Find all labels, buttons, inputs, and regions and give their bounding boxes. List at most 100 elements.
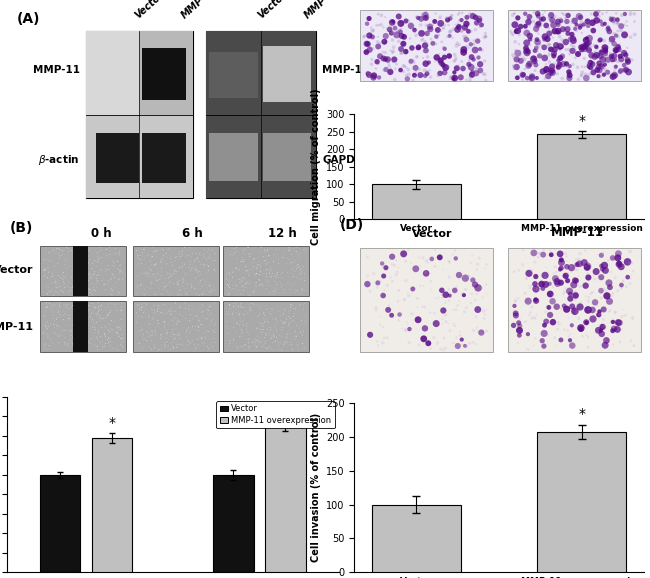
Point bbox=[614, 259, 625, 268]
Point bbox=[261, 262, 271, 272]
Bar bbox=[265, 426, 306, 572]
Point bbox=[232, 321, 242, 331]
Point bbox=[525, 307, 536, 317]
Point bbox=[294, 344, 304, 354]
Point bbox=[534, 42, 544, 51]
Point bbox=[280, 305, 290, 314]
Point bbox=[145, 284, 155, 293]
Point bbox=[99, 280, 110, 289]
Point bbox=[181, 249, 192, 258]
Point bbox=[235, 279, 245, 288]
Point bbox=[292, 286, 302, 295]
Point bbox=[198, 328, 209, 338]
Point bbox=[593, 62, 604, 72]
Point bbox=[75, 245, 85, 254]
Point bbox=[404, 74, 414, 83]
Point bbox=[558, 25, 568, 34]
Point bbox=[173, 254, 183, 264]
Point bbox=[540, 307, 551, 317]
Point bbox=[48, 271, 58, 280]
Point bbox=[45, 345, 55, 354]
Point bbox=[136, 277, 147, 286]
Point bbox=[243, 269, 254, 279]
Point bbox=[272, 319, 282, 328]
Point bbox=[284, 255, 294, 265]
Point bbox=[567, 321, 577, 330]
Point bbox=[178, 277, 188, 287]
Point bbox=[176, 247, 187, 257]
Point bbox=[455, 327, 465, 336]
Point bbox=[40, 312, 50, 321]
Point bbox=[112, 342, 122, 351]
Point bbox=[208, 326, 218, 335]
Point bbox=[439, 44, 450, 53]
Point bbox=[474, 45, 485, 54]
Point bbox=[159, 285, 169, 294]
Point bbox=[107, 286, 118, 295]
Point bbox=[283, 312, 294, 321]
Point bbox=[241, 319, 252, 328]
Point bbox=[518, 246, 528, 255]
Point bbox=[608, 281, 618, 291]
Point bbox=[96, 301, 107, 310]
Point bbox=[280, 250, 291, 259]
Point bbox=[225, 337, 235, 346]
Point bbox=[299, 269, 309, 279]
Point bbox=[116, 324, 126, 334]
Point bbox=[100, 258, 110, 267]
Point bbox=[148, 247, 158, 256]
Point bbox=[440, 69, 450, 78]
Point bbox=[174, 289, 185, 298]
Point bbox=[616, 66, 626, 75]
Point bbox=[40, 338, 51, 347]
Point bbox=[73, 307, 83, 316]
Text: Vector: Vector bbox=[133, 0, 166, 21]
Point bbox=[200, 262, 210, 271]
Point bbox=[515, 51, 525, 60]
Point bbox=[189, 284, 200, 294]
Point bbox=[52, 266, 62, 276]
Point bbox=[285, 264, 296, 273]
Point bbox=[41, 322, 51, 331]
Point bbox=[79, 331, 90, 340]
Point bbox=[209, 286, 219, 295]
Point bbox=[238, 257, 248, 266]
Point bbox=[140, 327, 150, 336]
Point bbox=[421, 10, 431, 20]
Point bbox=[42, 289, 53, 298]
Point bbox=[290, 266, 300, 276]
Point bbox=[168, 313, 178, 323]
Point bbox=[110, 299, 120, 309]
Point bbox=[267, 269, 278, 278]
Point bbox=[276, 316, 286, 325]
Point bbox=[431, 18, 441, 28]
Point bbox=[152, 264, 162, 273]
Point bbox=[545, 310, 555, 320]
Point bbox=[190, 298, 201, 307]
Point bbox=[224, 268, 235, 277]
Point bbox=[413, 315, 423, 324]
Point bbox=[105, 274, 116, 283]
Point bbox=[162, 245, 173, 254]
Point bbox=[460, 13, 470, 22]
Point bbox=[194, 272, 204, 281]
Point bbox=[40, 266, 50, 275]
Point bbox=[48, 291, 58, 300]
Point bbox=[58, 277, 69, 287]
Point bbox=[223, 270, 233, 279]
Point bbox=[114, 323, 125, 332]
Point bbox=[250, 307, 261, 316]
Point bbox=[612, 42, 622, 51]
Point bbox=[42, 302, 52, 311]
Point bbox=[586, 64, 597, 73]
Point bbox=[263, 245, 273, 254]
Point bbox=[47, 303, 57, 312]
Point bbox=[164, 273, 174, 282]
Point bbox=[208, 301, 218, 310]
Point bbox=[143, 314, 153, 323]
Point bbox=[262, 317, 272, 327]
Point bbox=[68, 265, 78, 275]
Point bbox=[118, 310, 128, 319]
Point bbox=[510, 73, 521, 82]
Point bbox=[278, 246, 288, 255]
